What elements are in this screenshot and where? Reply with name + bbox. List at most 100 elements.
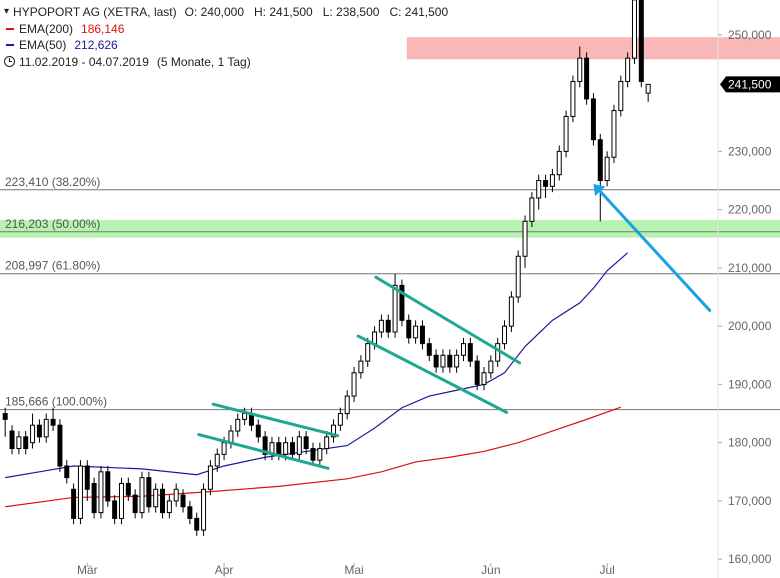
last-price-label: 241,500 (728, 77, 772, 91)
candle-body-40 (276, 442, 282, 455)
candle-body-66 (454, 354, 460, 368)
candle-body-58 (399, 284, 405, 321)
candle-body-92 (631, 0, 637, 59)
candle-body-78 (536, 180, 542, 199)
candle-body-6 (43, 418, 49, 438)
ema200-value: 186,146 (81, 21, 125, 36)
candle-body-57 (392, 284, 398, 333)
candle-body-46 (317, 448, 323, 461)
arrow-head (593, 184, 606, 197)
period-info: (5 Monate, 1 Tag) (156, 54, 251, 69)
candle-body-19 (132, 494, 138, 514)
collapse-icon[interactable]: ▾ (4, 6, 10, 17)
candle-body-35 (242, 413, 248, 420)
candle-body-61 (419, 325, 425, 345)
candle-body-49 (337, 413, 343, 426)
y-tick-label-4: 210,000 (728, 261, 772, 275)
candle-body-5 (36, 424, 42, 438)
candle-body-37 (255, 424, 261, 438)
fib-label-3: 185,666 (100.00%) (5, 395, 107, 409)
candle-body-55 (378, 319, 384, 333)
candle-body-88 (604, 156, 610, 182)
candle-body-42 (289, 442, 295, 455)
candle-body-32 (221, 442, 227, 455)
candle-body-14 (98, 471, 104, 514)
candle-body-91 (625, 57, 631, 82)
candle-body-28 (194, 517, 200, 531)
candle-body-93 (638, 0, 644, 82)
fib-label-2: 208,997 (61.80%) (5, 259, 100, 273)
candle-body-85 (584, 57, 590, 100)
ema200-label: EMA(200) (19, 21, 74, 36)
candle-body-2 (16, 436, 22, 450)
y-tick-label-3: 220,000 (728, 203, 772, 217)
candle-body-29 (201, 488, 207, 531)
candle-body-86 (590, 98, 596, 141)
y-tick-label-2: 230,000 (728, 144, 772, 158)
candle-body-9 (64, 465, 70, 479)
candle-body-76 (522, 220, 528, 257)
candle-body-75 (515, 255, 521, 298)
legend-ema200-row: EMA(200) 186,146 (4, 21, 448, 38)
candle-body-73 (502, 325, 508, 345)
candle-body-31 (214, 453, 220, 467)
clock-icon (4, 56, 15, 68)
candle-body-90 (618, 80, 624, 112)
candle-body-62 (426, 343, 432, 356)
candle-body-24 (166, 500, 172, 514)
legend-title-row: ▾ HYPOPORT AG (XETRA, last) O: 240,000 H… (4, 4, 448, 21)
candle-body-50 (344, 395, 350, 415)
candle-body-43 (296, 436, 302, 455)
candle-body-17 (118, 482, 124, 519)
legend-ema50-row: EMA(50) 212,626 (4, 37, 448, 54)
candle-body-44 (303, 436, 309, 450)
candle-body-84 (577, 57, 583, 82)
resistance-zone (406, 37, 780, 60)
ohlc-values: O: 240,000 H: 241,500 L: 238,500 C: 241,… (184, 5, 449, 19)
x-tick-label-2: Mai (344, 563, 363, 577)
candle-body-21 (146, 477, 152, 508)
candle-body-0 (2, 413, 8, 420)
x-tick-label-4: Jul (599, 563, 614, 577)
candle-body-77 (529, 197, 535, 222)
candle-body-45 (310, 448, 316, 461)
date-range: 11.02.2019 - 04.07.2019 (19, 54, 149, 69)
candle-body-41 (283, 442, 289, 455)
candle-body-10 (71, 488, 77, 519)
ema50-label: EMA(50) (19, 38, 67, 52)
y-tick-label-6: 190,000 (728, 377, 772, 391)
candle-body-87 (597, 139, 603, 182)
candle-body-18 (125, 482, 131, 496)
candle-body-69 (474, 360, 480, 385)
candle-body-1 (9, 430, 15, 450)
trend-line-3 (356, 334, 509, 414)
candle-body-52 (358, 360, 364, 374)
candle-body-81 (556, 150, 562, 176)
candle-body-11 (77, 465, 83, 519)
candle-body-82 (563, 115, 569, 152)
candle-body-38 (262, 436, 268, 455)
candle-body-8 (57, 424, 63, 467)
candle-body-68 (467, 343, 473, 362)
fib-label-1: 216,203 (50.00%) (5, 217, 100, 231)
candle-body-56 (385, 319, 391, 333)
candle-body-65 (447, 354, 453, 368)
candle-body-59 (406, 319, 412, 339)
arrow-line (598, 189, 712, 312)
candle-body-71 (488, 360, 494, 374)
y-tick-label-8: 170,000 (728, 494, 772, 508)
last-price-marker (720, 76, 780, 93)
candle-body-33 (228, 430, 234, 444)
candle-body-23 (160, 488, 166, 514)
candle-body-30 (207, 465, 213, 490)
candle-body-94 (645, 83, 651, 94)
candle-body-15 (105, 471, 111, 502)
fib-50-zone (0, 220, 780, 238)
candle-body-67 (460, 343, 466, 356)
candle-body-3 (23, 436, 29, 450)
candle-body-70 (481, 372, 487, 385)
candle-body-48 (331, 424, 337, 438)
y-tick-label-7: 180,000 (728, 436, 772, 450)
candle-body-80 (549, 174, 555, 187)
